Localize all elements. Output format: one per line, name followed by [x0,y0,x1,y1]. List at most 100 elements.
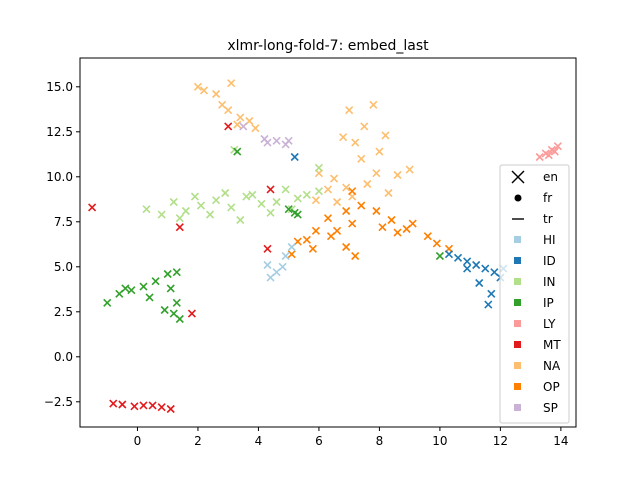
legend-entry-ID: ID [514,254,556,268]
point-stroke [375,147,384,156]
data-point-OP [323,214,333,223]
data-point-MT [118,400,127,409]
data-point-IN [169,197,178,207]
point-stroke [166,284,175,293]
data-point-NA [227,79,236,88]
point-stroke [260,134,269,144]
point-stroke [314,187,323,196]
data-point-IN [314,163,323,172]
data-point-OP [393,228,402,237]
data-point-IP [284,205,293,214]
color-swatch [514,257,521,264]
dot-marker-icon [514,194,522,202]
data-point-IP [290,208,299,217]
legend-label: NA [543,359,561,373]
point-stroke [263,260,272,270]
point-stroke [290,152,299,162]
point-stroke [233,147,242,156]
x-tick-label: 12 [493,434,508,448]
data-point-NA [357,154,366,163]
point-stroke [281,185,290,194]
data-point-IN [248,190,257,199]
point-stroke [109,399,118,408]
data-point-OP [311,226,320,235]
legend-label: en [543,170,558,184]
y-tick-label: 5.0 [54,260,73,274]
point-stroke [302,190,311,199]
data-point-OP [372,206,381,216]
point-stroke [553,142,562,151]
data-point-NA [233,120,242,129]
point-stroke [339,133,348,142]
point-stroke [227,203,236,212]
point-stroke [463,264,472,273]
point-stroke [302,235,311,244]
data-point-NA [372,169,381,178]
data-point-NA [333,197,342,207]
point-stroke [369,100,378,109]
color-swatch [514,299,521,306]
data-point-IP [175,314,184,324]
color-swatch [514,341,521,348]
point-stroke [103,298,112,307]
data-point-ID [475,278,484,288]
legend-label: HI [543,233,556,247]
point-stroke [284,205,293,214]
point-stroke [142,205,151,214]
data-point-IN [281,185,290,194]
data-point-ID [290,152,299,162]
data-point-MT [187,309,196,318]
color-swatch [514,320,521,327]
y-tick-label: 2.5 [54,305,73,319]
point-stroke [384,188,393,198]
data-point-IN [302,190,311,199]
point-stroke [127,286,136,295]
point-stroke [205,210,215,219]
point-stroke [224,122,233,131]
legend-entry-HI: HI [514,233,556,247]
point-stroke [342,242,351,252]
legend-entry-IN: IN [514,275,556,289]
point-stroke [224,106,233,115]
point-stroke [175,223,184,232]
data-point-HI [266,273,275,282]
point-stroke [372,206,381,216]
data-point-NA [323,185,333,194]
x-tick-label: 2 [194,434,202,448]
data-point-IN [236,215,245,225]
point-stroke [487,289,496,298]
point-stroke [381,131,390,140]
data-point-IP [172,268,181,277]
point-stroke [284,136,293,145]
point-stroke [88,203,97,212]
data-point-OP [287,250,296,259]
point-stroke [263,244,272,253]
data-point-HI [278,262,287,271]
color-swatch [514,236,521,243]
data-point-MT [266,185,275,194]
point-stroke [326,232,336,241]
y-axis: −2.5 0.0 2.5 5.0 7.5 10.0 12.5 15.0 [44,80,80,409]
plot-area-frame [79,57,577,428]
point-stroke [293,210,302,219]
legend: en fr tr HI ID IN IP LY MT NA OP SP [499,164,570,424]
x-marker-icon [511,170,525,184]
point-stroke [121,284,130,293]
point-stroke [472,260,481,270]
data-point-NA [212,89,221,99]
data-point-NA [345,106,354,115]
data-point-IP [160,305,169,315]
point-stroke [387,215,396,225]
data-point-IP [145,293,154,302]
data-point-IN [314,187,323,196]
legend-entry-LY: LY [514,317,556,331]
point-stroke [212,196,221,205]
point-stroke [160,305,169,315]
point-stroke [157,210,166,219]
point-stroke [348,219,357,228]
legend-label: tr [543,212,553,226]
data-point-NA [193,82,203,91]
data-point-OP [348,187,357,196]
point-stroke [363,179,372,189]
legend-label: SP [543,401,558,415]
